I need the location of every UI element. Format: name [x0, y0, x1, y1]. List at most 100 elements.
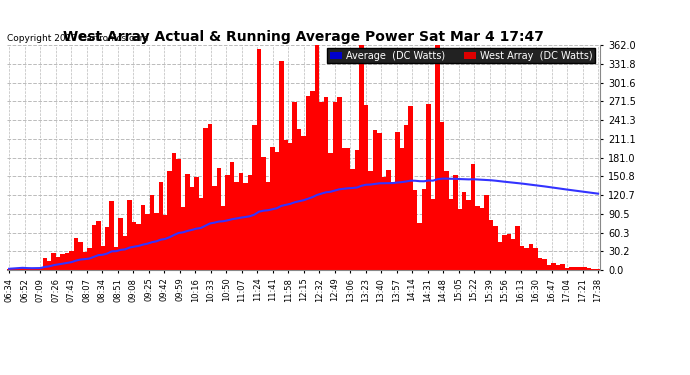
Bar [351, 169, 355, 270]
Bar [266, 183, 270, 270]
Bar [136, 224, 141, 270]
Bar [235, 182, 239, 270]
Bar [435, 45, 440, 270]
Bar [506, 234, 511, 270]
Bar [355, 150, 359, 270]
Bar [270, 147, 275, 270]
Bar [493, 226, 497, 270]
Bar [43, 258, 47, 270]
Bar [110, 201, 114, 270]
Bar [382, 177, 386, 270]
Bar [65, 252, 70, 270]
Bar [92, 225, 96, 270]
Bar [257, 49, 262, 270]
Legend: Average  (DC Watts), West Array  (DC Watts): Average (DC Watts), West Array (DC Watts… [327, 48, 595, 63]
Bar [573, 267, 578, 270]
Bar [582, 267, 587, 270]
Bar [533, 248, 538, 270]
Bar [560, 264, 564, 270]
Bar [453, 175, 457, 270]
Bar [239, 173, 244, 270]
Bar [199, 198, 204, 270]
Bar [368, 171, 373, 270]
Bar [480, 208, 484, 270]
Bar [279, 61, 284, 270]
Bar [328, 153, 333, 270]
Bar [114, 247, 119, 270]
Bar [489, 220, 493, 270]
Bar [578, 267, 582, 270]
Bar [595, 269, 600, 270]
Text: Copyright 2017 Cartronics.com: Copyright 2017 Cartronics.com [7, 34, 148, 43]
Bar [25, 269, 29, 270]
Bar [395, 132, 400, 270]
Bar [208, 123, 213, 270]
Bar [564, 268, 569, 270]
Bar [47, 261, 52, 270]
Bar [186, 174, 190, 270]
Bar [551, 263, 555, 270]
Bar [226, 176, 230, 270]
Bar [16, 267, 20, 270]
Bar [101, 246, 105, 270]
Bar [400, 148, 404, 270]
Bar [511, 239, 515, 270]
Bar [172, 153, 177, 270]
Bar [542, 259, 546, 270]
Bar [29, 269, 34, 270]
Bar [177, 159, 181, 270]
Bar [141, 205, 146, 270]
Bar [119, 217, 123, 270]
Bar [288, 143, 293, 270]
Bar [69, 251, 74, 270]
Bar [56, 257, 61, 270]
Bar [591, 269, 596, 270]
Bar [484, 195, 489, 270]
Bar [38, 267, 43, 270]
Bar [337, 98, 342, 270]
Bar [408, 105, 413, 270]
Bar [346, 148, 351, 270]
Bar [333, 102, 337, 270]
Bar [391, 182, 395, 270]
Bar [150, 195, 154, 270]
Bar [462, 192, 466, 270]
Bar [475, 206, 480, 270]
Bar [538, 258, 542, 270]
Bar [203, 128, 208, 270]
Bar [78, 242, 83, 270]
Bar [431, 199, 435, 270]
Bar [386, 170, 391, 270]
Bar [359, 45, 364, 270]
Bar [284, 141, 288, 270]
Bar [253, 126, 257, 270]
Bar [96, 221, 101, 270]
Bar [404, 125, 408, 270]
Bar [471, 164, 475, 270]
Bar [159, 182, 163, 270]
Bar [364, 105, 368, 270]
Bar [230, 162, 235, 270]
Bar [132, 222, 137, 270]
Bar [34, 268, 38, 270]
Bar [168, 171, 172, 270]
Bar [448, 200, 453, 270]
Bar [154, 213, 159, 270]
Bar [87, 248, 92, 270]
Bar [221, 206, 226, 270]
Bar [7, 269, 12, 270]
Bar [377, 133, 382, 270]
Bar [546, 265, 551, 270]
Bar [502, 235, 506, 270]
Bar [262, 157, 266, 270]
Bar [497, 242, 502, 270]
Bar [569, 267, 573, 270]
Bar [145, 214, 150, 270]
Bar [52, 253, 56, 270]
Bar [244, 183, 248, 270]
Bar [105, 226, 110, 270]
Bar [163, 215, 168, 270]
Bar [426, 104, 431, 270]
Bar [217, 168, 221, 270]
Bar [315, 45, 319, 270]
